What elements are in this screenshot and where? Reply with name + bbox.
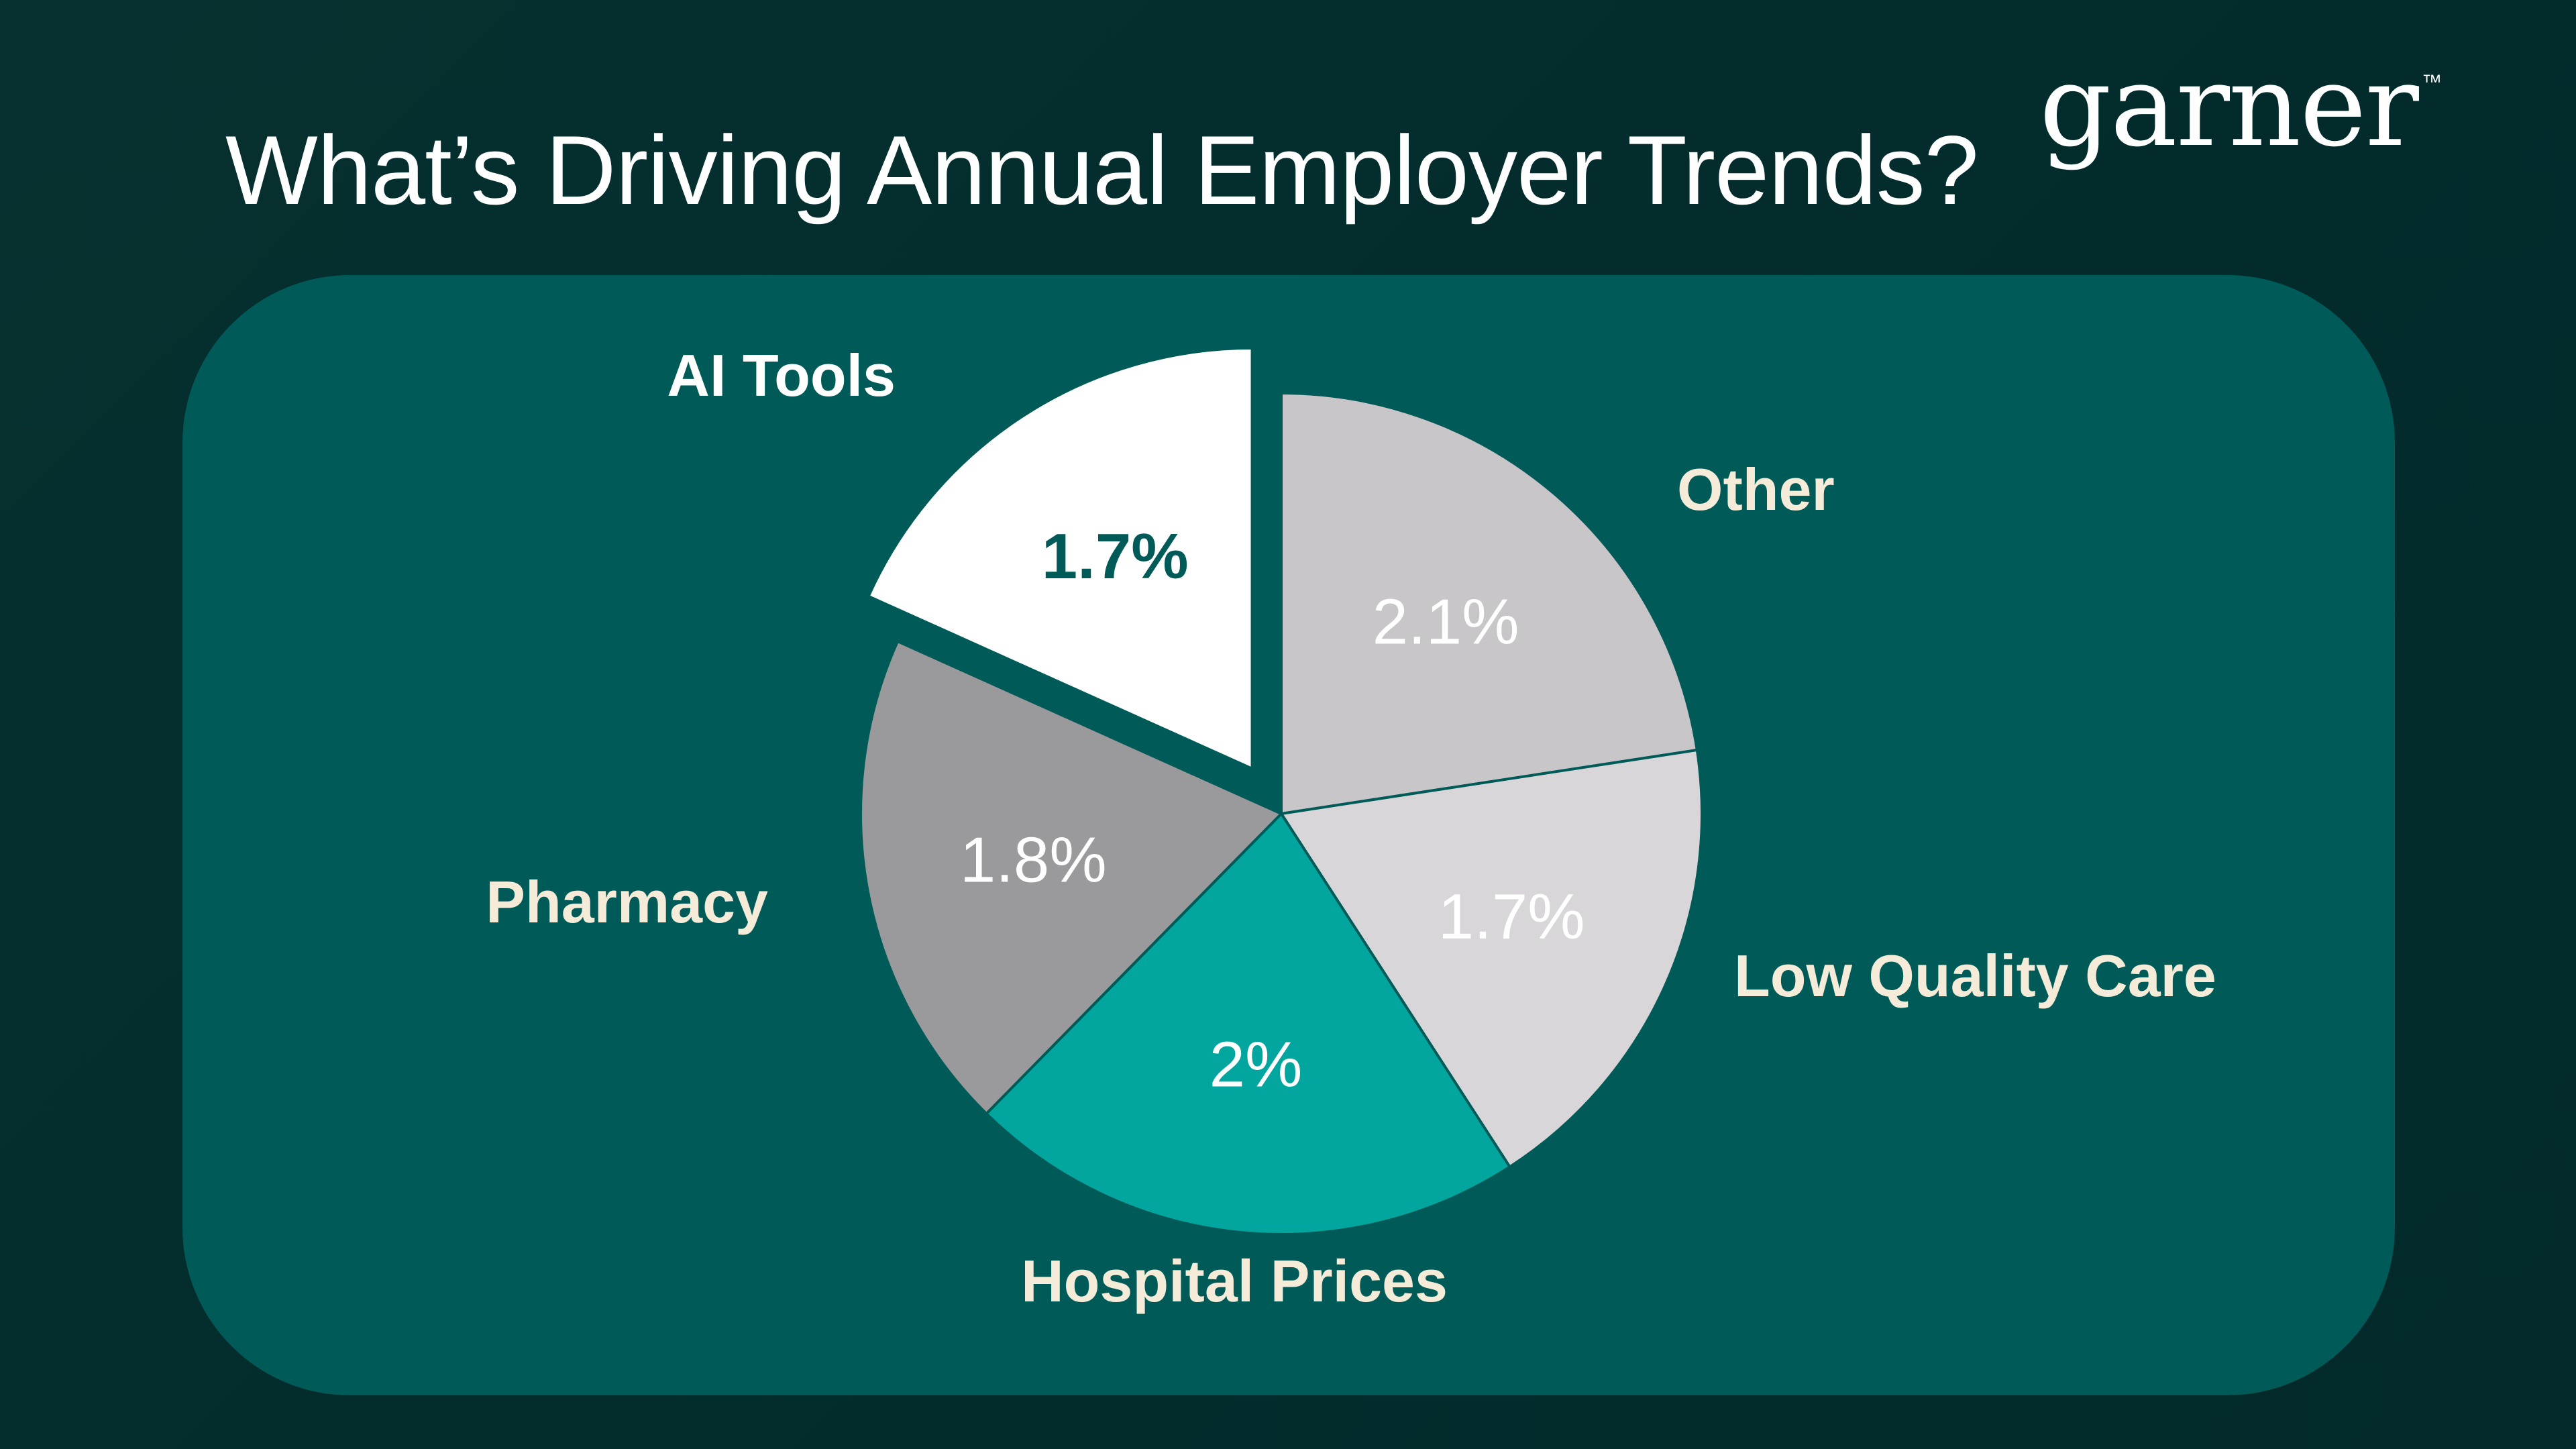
pie-slice-ai-tools bbox=[866, 346, 1254, 771]
pie-category-label: Low Quality Care bbox=[1734, 943, 2216, 1009]
brand-logo: garner ™ bbox=[2039, 40, 2442, 172]
pie-value-label: 2% bbox=[1210, 1028, 1303, 1100]
pie-slice-pharmacy bbox=[859, 639, 1284, 1116]
pie-slices bbox=[859, 346, 1703, 1236]
pie-category-label: Other bbox=[1677, 456, 1835, 523]
pie-category-label: Pharmacy bbox=[486, 869, 768, 935]
pie-value-label: 1.7% bbox=[1438, 881, 1585, 953]
pie-category-label: AI Tools bbox=[667, 342, 896, 409]
trademark-mark: ™ bbox=[2421, 71, 2442, 93]
brand-wordmark: garner bbox=[2039, 40, 2419, 172]
pie-value-label: 1.8% bbox=[960, 824, 1107, 896]
pie-category-label: Hospital Prices bbox=[1021, 1248, 1448, 1314]
pie-category-labels: Other Low Quality Care Hospital Prices Phar… bbox=[486, 342, 2216, 1314]
pie-value-label: 2.1% bbox=[1373, 586, 1519, 658]
pie-slice-other bbox=[1280, 391, 1699, 816]
page-title: What’s Driving Annual Employer Trends? bbox=[225, 115, 1979, 225]
pie-value-labels: 2.1% 1.7% 2% 1.8% 1.7% bbox=[960, 521, 1585, 1100]
pie-slice-hospital-prices bbox=[984, 811, 1512, 1236]
pie-value-label: 1.7% bbox=[1042, 521, 1189, 592]
pie-slice-low-quality-care bbox=[1279, 748, 1703, 1169]
